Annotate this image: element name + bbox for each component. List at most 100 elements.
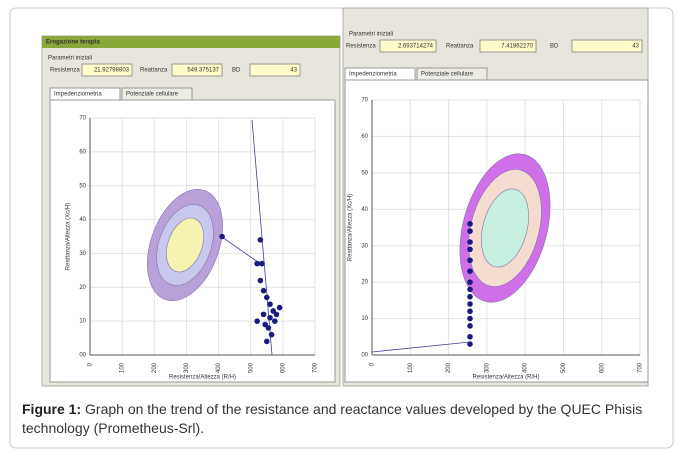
tolerance-ellipse (166, 217, 204, 273)
y-tick-label: 30 (361, 243, 368, 249)
data-point (260, 311, 267, 318)
data-point (263, 338, 270, 345)
data-point (467, 279, 473, 285)
y-tick-label: 40 (361, 207, 368, 213)
data-point (254, 318, 260, 324)
title-bar (42, 36, 340, 48)
x-tick-label: 400 (216, 362, 222, 373)
data-point (219, 233, 225, 240)
x-tick-label: 200 (152, 362, 158, 373)
field-value: 43 (632, 44, 639, 50)
tab-label: Impedenziometria (349, 72, 397, 78)
field-box (81, 63, 133, 77)
caption-text: Graph on the trend of the resistance and… (22, 401, 643, 436)
data-point (260, 287, 267, 294)
tolerance-ellipse (481, 188, 529, 268)
field-value: 549.375137 (187, 68, 219, 74)
y-tick-label: 00 (79, 353, 86, 359)
data-point (467, 228, 473, 234)
data-point (467, 323, 473, 329)
data-point (267, 301, 273, 308)
y-tick-label: 30 (79, 251, 86, 257)
y-tick-label: 60 (79, 149, 86, 155)
x-tick-label: 200 (446, 362, 452, 373)
data-point (267, 314, 273, 321)
y-axis-label: Reattanza/Altezza (Xc/H) (66, 203, 72, 270)
trend-line (371, 341, 471, 353)
y-tick-label: 40 (79, 217, 86, 223)
window-title: Erogazione terapia (46, 40, 100, 46)
field-label: Resistenza (346, 44, 376, 50)
data-point (467, 293, 473, 300)
x-tick-label: 300 (484, 362, 490, 373)
x-tick-label: 600 (280, 362, 286, 373)
x-tick-label: 600 (599, 362, 605, 373)
tab-label: Potenziale cellulare (421, 72, 474, 78)
field-value: 7.41862270 (501, 44, 533, 50)
group-title: Parametri iniziali (349, 32, 393, 38)
field-box (379, 39, 437, 53)
data-point (259, 260, 265, 267)
field-label: Resistenza (50, 68, 80, 74)
x-tick-label: 500 (248, 362, 254, 373)
data-point (276, 304, 283, 311)
y-tick-label: 10 (79, 319, 86, 325)
y-tick-label: 50 (79, 183, 86, 189)
data-point (467, 301, 473, 307)
x-tick-label: 100 (408, 362, 414, 373)
y-tick-label: 20 (79, 285, 86, 291)
y-tick-label: 70 (361, 98, 368, 104)
data-point (467, 333, 473, 340)
y-tick-label: 60 (361, 134, 368, 140)
y-tick-label: 10 (361, 316, 368, 322)
field-value: 43 (290, 68, 297, 74)
field-label: Reattanza (446, 44, 474, 50)
field-box (479, 39, 537, 53)
data-point (467, 239, 473, 245)
data-point (467, 268, 473, 275)
field-box (571, 39, 643, 53)
x-tick-label: 0 (88, 362, 94, 366)
data-point (467, 308, 473, 315)
data-point (467, 257, 473, 264)
field-value: 2.693714274 (398, 44, 434, 50)
field-label: BD (550, 44, 559, 50)
tab-label: Potenziale cellulare (126, 92, 179, 98)
data-point (272, 318, 278, 324)
data-point (273, 311, 280, 318)
x-axis-label: Resistenza/Altezza (R/H) (472, 375, 539, 381)
field-box (249, 63, 301, 77)
tab-label: Impedenziometria (54, 92, 102, 98)
caption-label: Figure 1: (22, 401, 82, 417)
data-point (268, 331, 275, 338)
y-axis-label: Reattanza/Altezza (Xc/H) (348, 194, 354, 261)
data-point (467, 221, 473, 227)
data-point (265, 325, 272, 331)
x-tick-label: 300 (184, 362, 190, 373)
x-tick-label: 0 (370, 362, 376, 366)
field-label: BD (232, 68, 241, 74)
field-box (171, 63, 223, 77)
group-title: Parametri iniziali (48, 56, 92, 62)
field-label: Reattanza (140, 68, 168, 74)
data-point (467, 246, 473, 253)
x-tick-label: 100 (120, 362, 126, 373)
y-tick-label: 50 (361, 170, 368, 176)
field-value: 21.92798803 (94, 68, 130, 74)
y-tick-label: 00 (361, 353, 368, 359)
x-tick-label: 700 (313, 362, 319, 373)
data-point (467, 286, 473, 293)
x-axis-label: Resistenza/Altezza (R/H) (169, 375, 236, 381)
x-tick-label: 400 (523, 362, 529, 373)
y-tick-label: 20 (361, 280, 368, 286)
data-point (254, 260, 260, 267)
data-point (467, 341, 473, 347)
data-point (467, 315, 473, 322)
data-point (257, 237, 264, 243)
data-point (257, 277, 264, 284)
x-tick-label: 700 (638, 362, 644, 373)
trend-line (221, 236, 263, 266)
data-point (263, 294, 270, 301)
